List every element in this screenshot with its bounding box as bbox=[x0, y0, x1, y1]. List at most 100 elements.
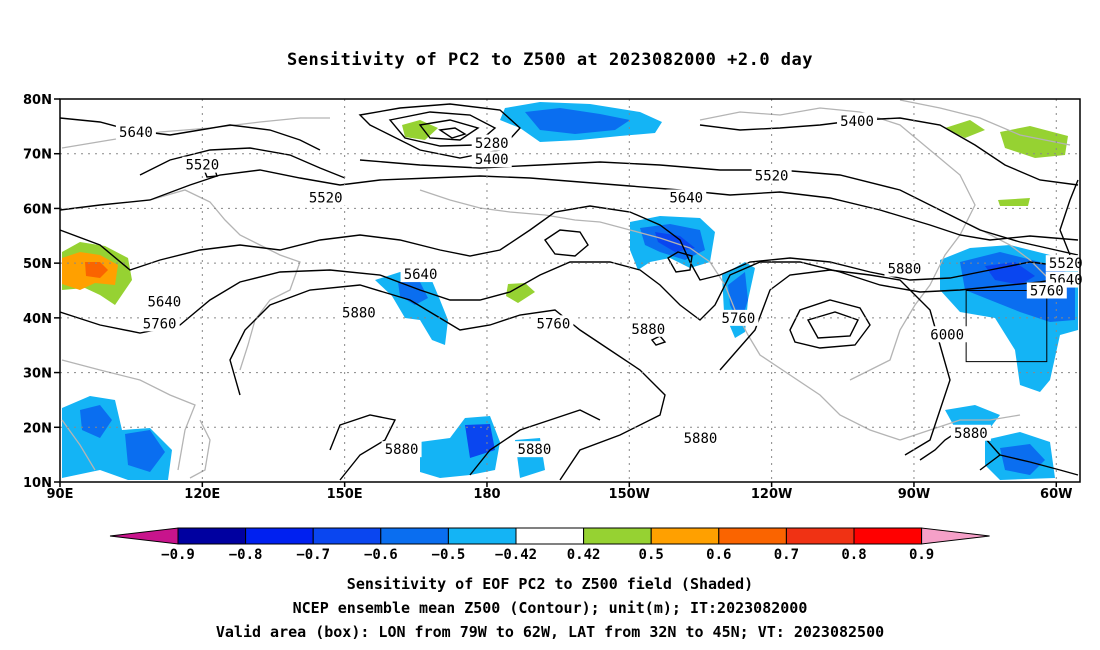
positive-sensitivity-area bbox=[85, 262, 108, 278]
contour-label: 5760 bbox=[1030, 284, 1064, 300]
colorbar-label: 0.6 bbox=[706, 547, 731, 563]
contour-label: 5880 bbox=[888, 262, 922, 278]
colorbar-segment bbox=[583, 527, 652, 545]
contour-label-bg bbox=[680, 430, 721, 447]
colorbar-segment bbox=[177, 527, 247, 545]
colorbar-segment bbox=[447, 527, 517, 545]
contour-label-bg bbox=[400, 266, 441, 283]
contour-label: 5880 bbox=[385, 442, 419, 458]
contour-label-bg bbox=[666, 189, 707, 206]
colorbar-segment bbox=[245, 527, 314, 545]
negative-sensitivity-area bbox=[80, 405, 112, 438]
contour-label: 5880 bbox=[684, 431, 718, 447]
contour-label: 5640 bbox=[119, 125, 153, 141]
lon-tick-label: 60W bbox=[1040, 487, 1072, 502]
contour-label: 5760 bbox=[143, 316, 177, 332]
colorbar-label: −0.9 bbox=[161, 547, 195, 563]
negative-sensitivity-area bbox=[945, 405, 1000, 428]
contour-label-bg bbox=[533, 315, 574, 332]
contour-label-bg bbox=[514, 441, 555, 458]
caption-shading: Sensitivity of EOF PC2 to Z500 field (Sh… bbox=[346, 575, 754, 593]
lat-tick-label: 30N bbox=[23, 367, 52, 382]
lat-tick-label: 40N bbox=[23, 312, 52, 327]
contour-label: 6000 bbox=[930, 327, 964, 343]
contour-label: 5520 bbox=[309, 190, 343, 206]
contour-label-bg bbox=[144, 293, 185, 310]
contour-label-bg bbox=[1026, 282, 1067, 299]
colorbar-arrow-high bbox=[921, 527, 990, 545]
longitude-labels: 90E 120E 150E 180 150W 120W 90W 60W bbox=[47, 482, 1072, 502]
contour-label: 5520 bbox=[755, 169, 789, 185]
lon-tick-label: 150W bbox=[609, 487, 650, 502]
colorbar-label: 0.8 bbox=[841, 547, 866, 563]
colorbar-segment bbox=[718, 527, 787, 545]
lon-tick-label: 120W bbox=[751, 487, 792, 502]
negative-sensitivity-area bbox=[1000, 444, 1045, 475]
colorbar-arrow-low bbox=[109, 527, 179, 545]
contour-label-bg bbox=[471, 134, 512, 151]
caption-valid-area: Valid area (box): LON from 79W to 62W, L… bbox=[215, 623, 885, 641]
negative-sensitivity-area bbox=[375, 272, 448, 345]
negative-sensitivity-area bbox=[985, 262, 1035, 285]
contour-label: 5520 bbox=[1049, 256, 1083, 272]
contour-label: 5880 bbox=[342, 305, 376, 321]
coastlines bbox=[61, 99, 1071, 479]
caption-contour: NCEP ensemble mean Z500 (Contour); unit(… bbox=[292, 599, 808, 617]
contour-label-bg bbox=[628, 320, 669, 337]
negative-sensitivity-area bbox=[125, 430, 165, 472]
colorbar-label: 0.9 bbox=[909, 547, 934, 563]
z500-contours bbox=[60, 103, 1079, 481]
colorbar-segment bbox=[380, 527, 449, 545]
contour-label-bg bbox=[927, 326, 968, 343]
lat-tick-label: 70N bbox=[23, 148, 52, 163]
lon-tick-label: 150E bbox=[327, 487, 363, 502]
negative-sensitivity-area bbox=[62, 396, 172, 480]
map-frame bbox=[59, 98, 1081, 483]
contour-label-bg bbox=[305, 189, 346, 206]
colorbar-label: −0.8 bbox=[229, 547, 263, 563]
positive-sensitivity-area bbox=[402, 120, 438, 140]
positive-sensitivity-area bbox=[998, 198, 1030, 206]
contour-label-bg bbox=[950, 424, 991, 441]
lat-tick-label: 10N bbox=[23, 476, 52, 491]
colorbar-label: −0.42 bbox=[495, 547, 537, 563]
colorbar-segment bbox=[515, 527, 585, 545]
contour-label-bg bbox=[139, 315, 180, 332]
contour-label: 5760 bbox=[537, 316, 571, 332]
lon-tick-label: 180 bbox=[473, 487, 500, 502]
valid-area-box bbox=[965, 290, 1048, 363]
contour-label-bg bbox=[182, 156, 223, 173]
lat-tick-label: 80N bbox=[23, 93, 52, 108]
contour-label: 5880 bbox=[954, 426, 988, 442]
gridlines bbox=[60, 99, 1080, 482]
contour-label: 5280 bbox=[475, 136, 509, 152]
contour-label: 5520 bbox=[185, 158, 219, 174]
contour-label: 5400 bbox=[840, 114, 874, 130]
colorbar-label: 0.7 bbox=[774, 547, 799, 563]
colorbar-segment bbox=[650, 527, 720, 545]
lat-tick-label: 20N bbox=[23, 421, 52, 436]
contour-label: 5400 bbox=[475, 152, 509, 168]
colorbar-label: 0.5 bbox=[639, 547, 664, 563]
negative-sensitivity-area bbox=[465, 424, 495, 458]
contour-label: 5760 bbox=[722, 311, 756, 327]
contour-label: 5880 bbox=[518, 442, 552, 458]
positive-sensitivity-area bbox=[506, 283, 535, 303]
positive-sensitivity-area bbox=[945, 120, 985, 138]
colorbar-segment bbox=[312, 527, 382, 545]
latitude-labels: 80N 70N 60N 50N 40N 30N 20N 10N bbox=[23, 93, 60, 491]
lon-tick-label: 120E bbox=[184, 487, 220, 502]
lon-tick-label: 90W bbox=[898, 487, 930, 502]
colorbar-label: 0.42 bbox=[567, 547, 601, 563]
contour-label-bg bbox=[338, 304, 379, 321]
contour-label: 5640 bbox=[148, 294, 182, 310]
contour-label-bg bbox=[718, 309, 759, 326]
contour-label-bg bbox=[1045, 255, 1086, 272]
colorbar-segment bbox=[853, 527, 923, 545]
contour-label-bg bbox=[381, 441, 422, 458]
contour-label-bg bbox=[115, 123, 156, 140]
colorbar-label: −0.6 bbox=[364, 547, 398, 563]
contour-label: 5640 bbox=[669, 190, 703, 206]
contour-label-bg bbox=[471, 151, 512, 168]
